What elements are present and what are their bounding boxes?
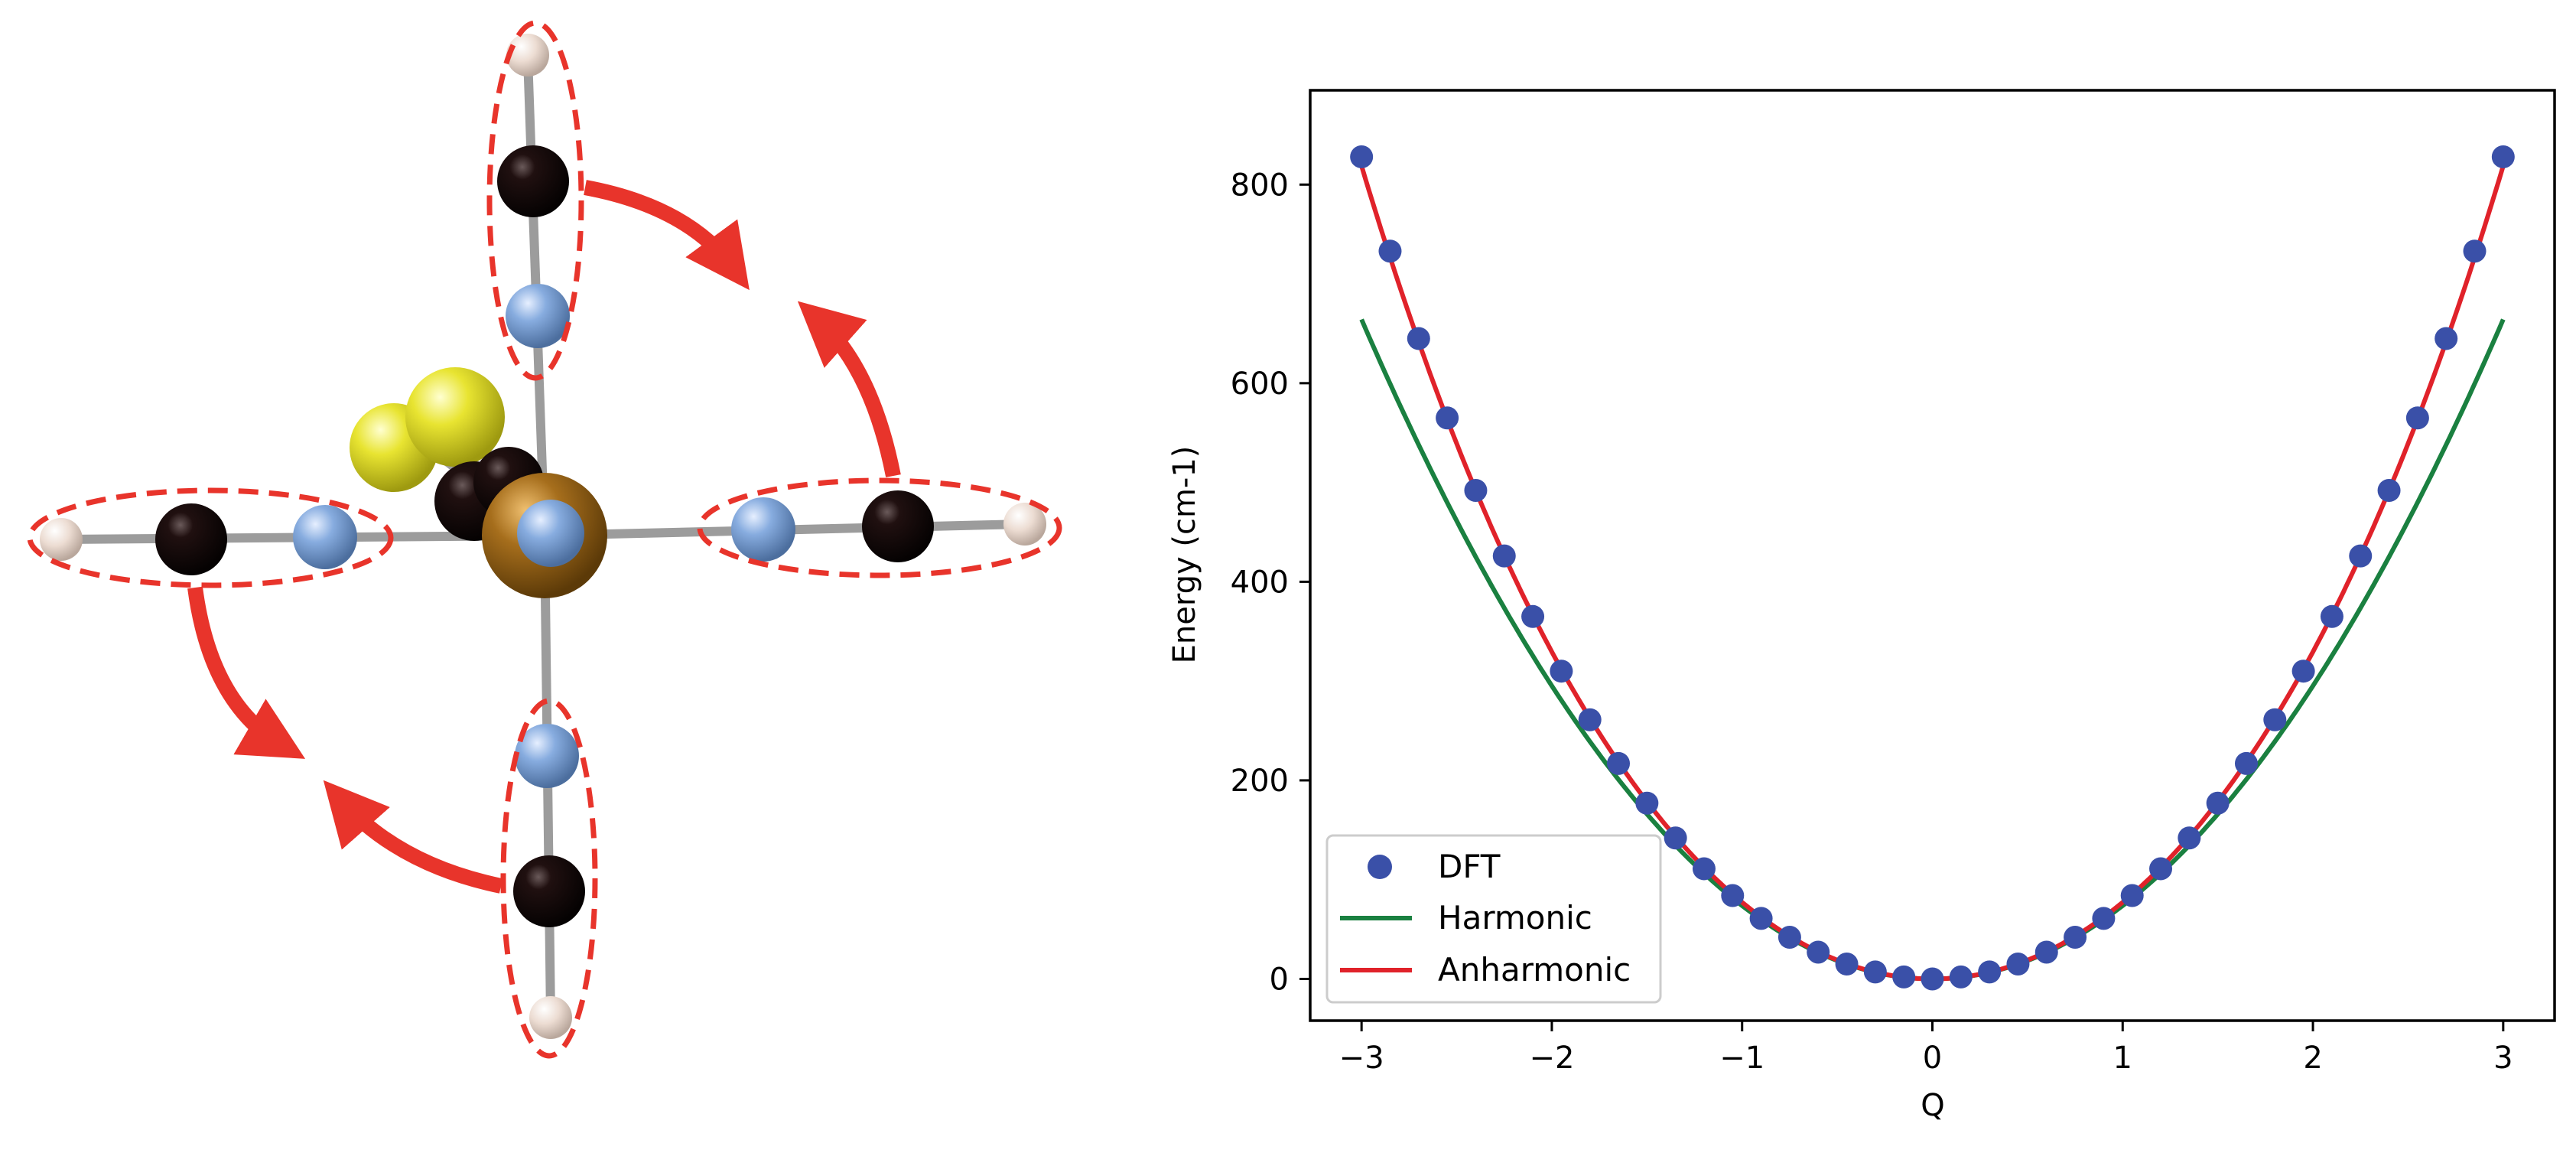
nitrogen-atom <box>515 724 579 788</box>
legend-box <box>1325 834 1662 1004</box>
y-tick-label: 0 <box>1270 962 1289 997</box>
dft-point <box>1692 857 1716 881</box>
y-tick-label: 200 <box>1231 764 1289 799</box>
hydrogen-atom <box>1003 503 1046 546</box>
dft-point <box>2206 791 2230 815</box>
ligand-ellipse-bottom <box>500 698 598 1059</box>
dft-point <box>2234 751 2258 775</box>
sulfur-atom <box>405 367 505 467</box>
dft-point <box>1721 884 1745 907</box>
dft-point <box>2405 406 2429 430</box>
dft-point <box>1464 478 1488 502</box>
ligand-ellipse-left <box>27 487 394 588</box>
carbon-atom <box>513 855 585 927</box>
arrow-left-down <box>187 586 306 759</box>
x-tick-label: 0 <box>1923 1041 1942 1076</box>
dft-point <box>1978 960 2002 984</box>
ligand-groups <box>27 20 1062 1059</box>
dft-point <box>2263 708 2287 731</box>
dft-point <box>1863 960 1887 984</box>
legend-harmonic-label: Harmonic <box>1438 899 1592 936</box>
dft-point <box>2092 907 2116 930</box>
molecule-diagram <box>27 20 1062 1059</box>
dft-point <box>2377 478 2401 502</box>
energy-chart: −3 −2 −1 0 1 2 3 0 200 400 600 800 Q Energy (cm-1)… <box>1167 89 2556 1123</box>
legend-dft-label: DFT <box>1438 848 1501 885</box>
hydrogen-atom <box>40 518 83 561</box>
dft-point <box>2463 239 2487 263</box>
dft-point <box>1835 953 1859 976</box>
dft-point <box>1407 327 1430 350</box>
y-axis: 0 200 400 600 800 <box>1231 168 1310 997</box>
dft-point <box>1807 940 1830 964</box>
ligand-ellipse-right <box>697 477 1062 578</box>
dft-point <box>2435 327 2458 350</box>
x-tick-label: −3 <box>1339 1041 1384 1076</box>
hydrogen-atom <box>506 34 549 77</box>
hydrogen-atom <box>529 996 572 1039</box>
ligand-ellipse-top <box>486 20 584 381</box>
dft-point <box>1778 925 1801 949</box>
dft-point <box>1749 907 1773 930</box>
dft-point <box>2064 925 2087 949</box>
dft-point <box>1664 826 1687 850</box>
dft-point <box>1350 145 1374 168</box>
y-axis-label: Energy (cm-1) <box>1167 446 1202 664</box>
nitrogen-atom <box>293 505 357 569</box>
nitrogen-atom <box>731 497 795 562</box>
dft-point <box>2320 604 2343 628</box>
x-tick-label: 1 <box>2113 1041 2132 1076</box>
plot-points <box>1350 145 2515 991</box>
nitrogen-atom <box>517 500 584 567</box>
dft-point <box>1921 967 1944 991</box>
y-tick-label: 400 <box>1231 565 1289 600</box>
dft-point <box>1378 239 1402 263</box>
x-axis-label: Q <box>1921 1088 1944 1123</box>
carbon-atom <box>155 503 227 575</box>
dft-point <box>1492 544 1516 568</box>
legend-anharmonic-label: Anharmonic <box>1438 951 1631 989</box>
rotation-arrows <box>187 180 901 894</box>
x-tick-label: −2 <box>1529 1041 1574 1076</box>
dft-point <box>1635 791 1659 815</box>
dft-point <box>2178 826 2201 850</box>
dft-point <box>1892 965 1916 989</box>
dft-point <box>2349 544 2373 568</box>
carbon-atom <box>497 145 569 217</box>
legend-dft-marker <box>1368 855 1392 879</box>
carbon-atom <box>862 490 934 562</box>
dft-point <box>2120 884 2144 907</box>
x-tick-label: 2 <box>2303 1041 2322 1076</box>
y-tick-label: 800 <box>1231 168 1289 203</box>
arrow-top-right <box>584 180 750 291</box>
dft-point <box>2149 857 2173 881</box>
dft-point <box>1436 406 1459 430</box>
dft-point <box>2291 660 2315 683</box>
y-tick-label: 600 <box>1231 366 1289 402</box>
arrow-bottom-left <box>323 780 503 894</box>
x-tick-label: −1 <box>1719 1041 1764 1076</box>
dft-point <box>2034 940 2058 964</box>
dft-point <box>1949 965 1973 989</box>
x-tick-label: 3 <box>2493 1041 2513 1076</box>
dft-point <box>1578 708 1602 731</box>
dft-point <box>2491 145 2515 168</box>
dft-point <box>1521 604 1545 628</box>
dft-point <box>2006 953 2030 976</box>
dft-point <box>1607 751 1631 775</box>
arrow-right-up <box>797 301 901 477</box>
x-axis: −3 −2 −1 0 1 2 3 <box>1339 1021 2513 1076</box>
nitrogen-atom <box>506 284 570 348</box>
dft-point <box>1550 660 1573 683</box>
legend: DFT Harmonic Anharmonic <box>1325 834 1662 1004</box>
